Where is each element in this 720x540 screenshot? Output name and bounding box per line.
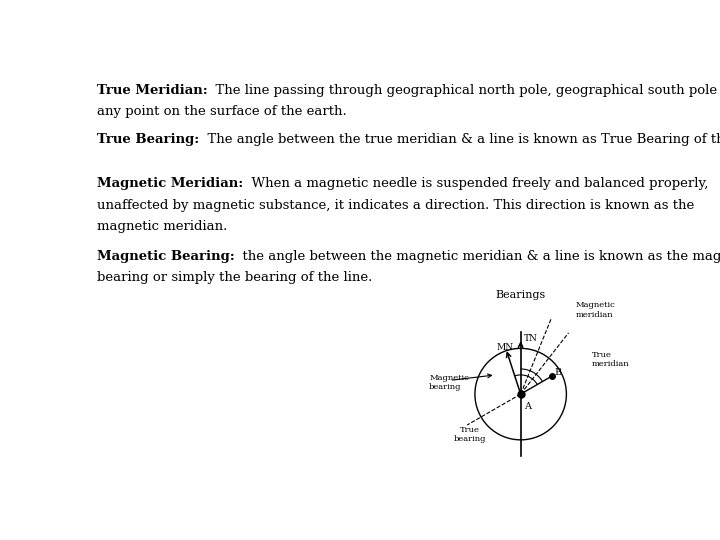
Text: any point on the surface of the earth.: any point on the surface of the earth. (96, 105, 346, 118)
Text: The line passing through geographical north pole, geographical south pole and: The line passing through geographical no… (207, 84, 720, 97)
Text: True Meridian:: True Meridian: (96, 84, 207, 97)
Text: the angle between the magnetic meridian & a line is known as the magnetic: the angle between the magnetic meridian … (235, 250, 720, 263)
Text: Magnetic Bearing:: Magnetic Bearing: (96, 250, 235, 263)
Text: magnetic meridian.: magnetic meridian. (96, 220, 227, 233)
Text: The angle between the true meridian & a line is known as True Bearing of the lin: The angle between the true meridian & a … (199, 133, 720, 146)
Text: unaffected by magnetic substance, it indicates a direction. This direction is kn: unaffected by magnetic substance, it ind… (96, 199, 694, 212)
Text: When a magnetic needle is suspended freely and balanced properly,: When a magnetic needle is suspended free… (243, 177, 708, 190)
Text: Magnetic Meridian:: Magnetic Meridian: (96, 177, 243, 190)
Text: True Bearing:: True Bearing: (96, 133, 199, 146)
Text: bearing or simply the bearing of the line.: bearing or simply the bearing of the lin… (96, 272, 372, 285)
